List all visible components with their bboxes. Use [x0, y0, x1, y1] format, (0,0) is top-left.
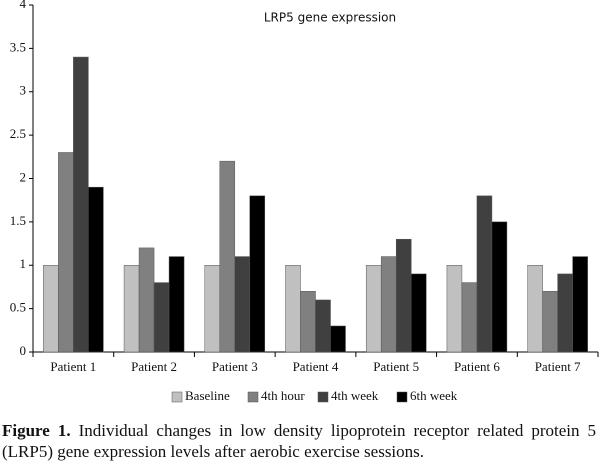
legend-label: 6th week — [410, 388, 458, 403]
caption-label: Figure 1. — [2, 421, 71, 440]
bar — [365, 265, 382, 353]
y-tick-label: 0 — [20, 343, 27, 358]
y-tick-label: 1.5 — [10, 213, 26, 228]
y-tick-label: 1 — [20, 256, 27, 271]
legend-swatch — [171, 391, 183, 403]
bar — [285, 265, 301, 353]
bar — [168, 256, 185, 353]
bar — [123, 265, 140, 353]
bar — [380, 256, 397, 353]
x-tick-label: Patient 6 — [454, 359, 500, 374]
x-tick-label: Patient 3 — [212, 359, 258, 374]
chart-title: LRP5 gene expression — [264, 11, 396, 25]
bar — [491, 221, 508, 353]
bar — [476, 195, 493, 353]
bar — [315, 299, 331, 353]
bar — [410, 273, 427, 353]
bar — [204, 265, 221, 353]
bar — [527, 265, 543, 353]
caption: Figure 1. Individual changes in low dens… — [2, 420, 596, 462]
chart: LRP5 gene expression 0 0.5 1 1.5 2 2.5 3 3.5 4 Pa… — [10, 0, 599, 403]
bar — [461, 282, 478, 353]
legend-swatch — [317, 391, 329, 403]
legend-label: 4th hour — [261, 388, 305, 403]
x-tick-label: Patient 5 — [373, 359, 419, 374]
bar — [219, 160, 236, 353]
y-tick-label: 2.5 — [10, 126, 26, 141]
caption-text: Individual changes in low density lipopr… — [2, 421, 596, 461]
bar — [572, 256, 588, 353]
bar — [43, 265, 59, 353]
bar — [557, 273, 573, 353]
y-tick-label: 4 — [20, 0, 27, 11]
x-tick-label: Patient 4 — [293, 359, 339, 374]
bar — [88, 186, 104, 353]
bar — [330, 325, 346, 353]
y-tick-label: 2 — [20, 169, 27, 184]
bar — [153, 282, 170, 353]
bar — [58, 152, 74, 353]
bar — [73, 56, 89, 353]
x-tick-label: Patient 7 — [535, 359, 581, 374]
x-tick-label: Patient 1 — [50, 359, 96, 374]
y-tick-label: 0.5 — [10, 300, 26, 315]
legend-label: 4th week — [331, 388, 379, 403]
bar — [542, 291, 558, 353]
legend-swatch — [396, 391, 408, 403]
bar — [395, 238, 412, 353]
y-tick-label: 3 — [20, 83, 27, 98]
bar — [300, 291, 316, 353]
bar — [446, 265, 463, 353]
legend-swatch — [247, 391, 259, 403]
legend-label: Baseline — [185, 388, 230, 403]
bar — [138, 247, 155, 353]
y-tick-label: 3.5 — [10, 39, 26, 54]
x-tick-label: Patient 2 — [131, 359, 177, 374]
bar — [249, 195, 266, 353]
bar — [234, 256, 251, 353]
